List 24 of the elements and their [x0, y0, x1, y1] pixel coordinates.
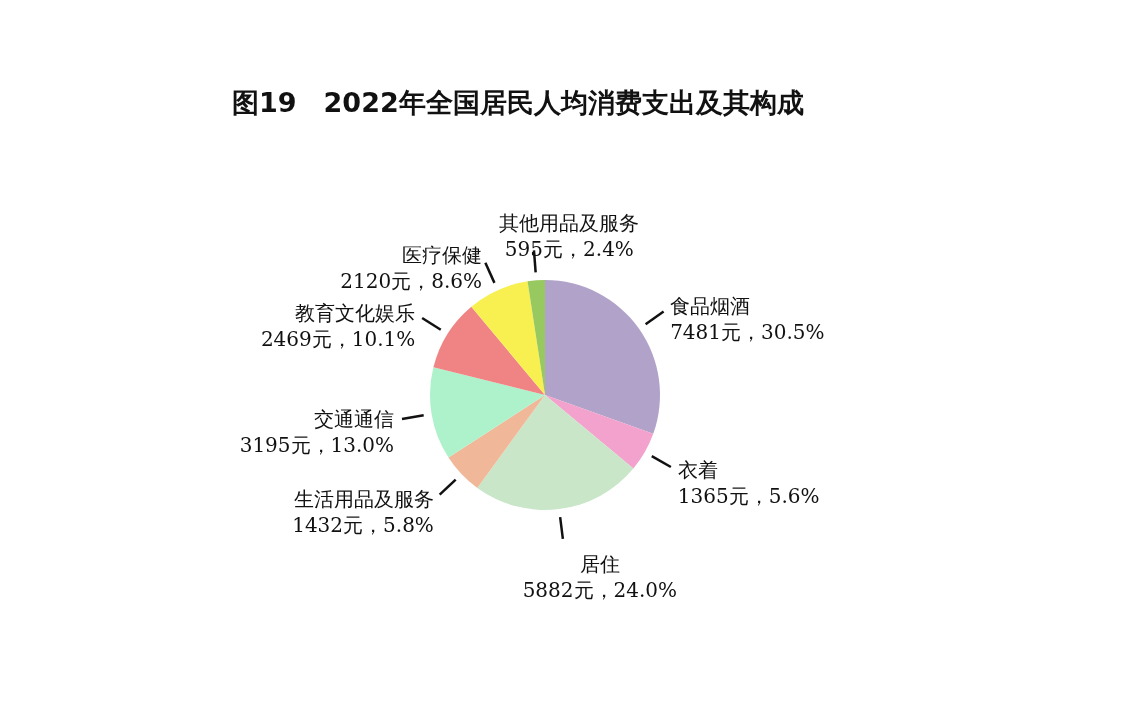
slice-label: 食品烟酒 — [670, 293, 751, 318]
pie-slice — [545, 280, 660, 434]
pie-slice — [545, 395, 654, 469]
data-label: 1432元，5.8% — [292, 513, 434, 538]
slice-label: 医疗保健 — [402, 242, 483, 267]
chart-title: 图19 2022年全国居民人均消费支出及其构成 — [232, 87, 804, 118]
slice-label: 教育文化娱乐 — [295, 300, 416, 325]
slice-label: 其他用品及服务 — [499, 211, 640, 236]
slice-label: 衣着 — [677, 457, 718, 482]
data-label: 5882元，24.0% — [522, 577, 678, 602]
data-label: 1365元，5.6% — [677, 483, 820, 508]
data-label: 595元，2.4% — [504, 237, 634, 262]
data-label: 7481元，30.5% — [670, 319, 825, 344]
pie-slice — [477, 395, 634, 510]
slice-label: 交通通信 — [314, 407, 395, 432]
slice-label: 居住 — [579, 551, 620, 576]
data-label: 2469元，10.1% — [260, 326, 416, 351]
pie-slice — [527, 280, 545, 395]
slice-label: 生活用品及服务 — [293, 487, 434, 512]
pie-slice — [448, 395, 545, 488]
pie-slice — [430, 367, 545, 458]
data-label: 3195元，13.0% — [239, 433, 395, 458]
data-label: 2120元，8.6% — [340, 268, 483, 293]
pie-slice — [433, 306, 545, 395]
